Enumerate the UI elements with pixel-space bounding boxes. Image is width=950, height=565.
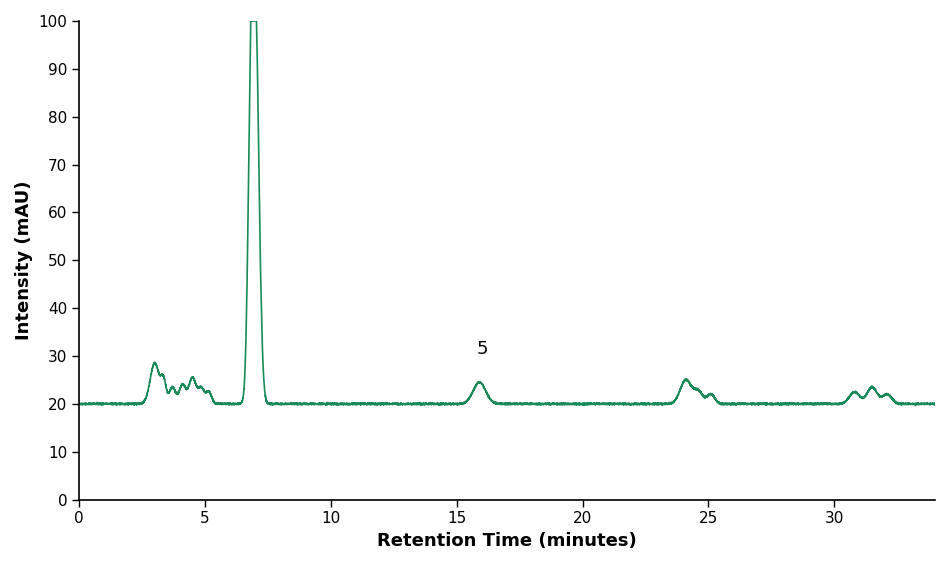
X-axis label: Retention Time (minutes): Retention Time (minutes)	[377, 532, 637, 550]
Y-axis label: Intensity (mAU): Intensity (mAU)	[15, 181, 33, 340]
Text: 5: 5	[476, 341, 487, 358]
